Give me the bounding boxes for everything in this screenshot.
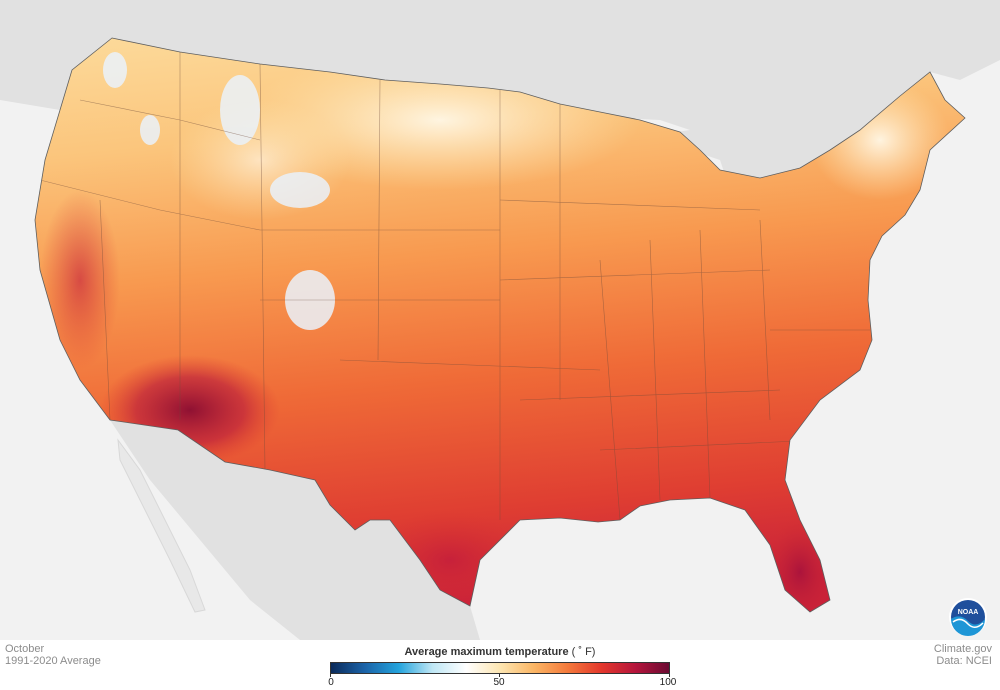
period-normals: 1991-2020 Average — [5, 655, 101, 667]
period-month: October — [5, 643, 45, 655]
noaa-logo-text: NOAA — [958, 609, 979, 616]
credit-data: Data: NCEI — [936, 655, 992, 667]
legend-title: Average maximum temperature ( ˚ F) — [330, 646, 670, 658]
legend-label-mid: 50 — [493, 677, 505, 688]
state-borders — [39, 52, 870, 521]
legend-tick-mid — [499, 674, 500, 677]
map-area: NOAA — [0, 0, 1000, 640]
legend-label-min: 0 — [328, 677, 334, 688]
period-caption: October 1991-2020 Average — [5, 643, 101, 667]
legend-color-bar — [330, 662, 670, 674]
surrounding-land — [0, 0, 1000, 640]
legend-tick-max — [669, 674, 670, 677]
legend-label-max: 100 — [659, 677, 677, 688]
noaa-logo-icon: NOAA — [949, 598, 987, 636]
footer: October 1991-2020 Average Average maximu… — [0, 640, 1000, 690]
temperature-map — [0, 0, 1000, 640]
legend-tick-min — [330, 674, 331, 677]
legend-title-text: Average maximum temperature — [404, 646, 569, 658]
credit-source: Climate.gov — [933, 643, 992, 655]
credits: Climate.gov Data: NCEI — [934, 643, 992, 667]
legend-unit: ( ˚ F) — [571, 646, 596, 658]
